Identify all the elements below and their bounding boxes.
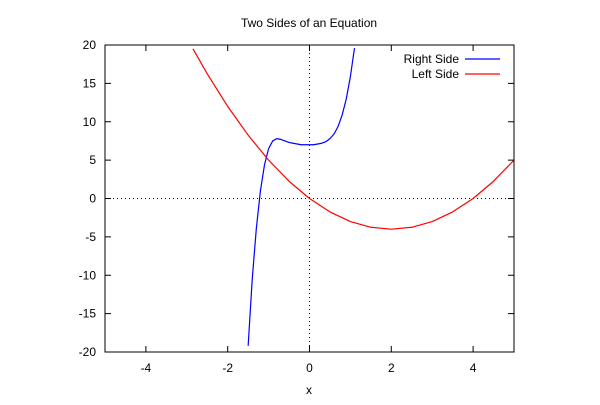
x-tick-label: 0 (306, 361, 313, 375)
y-tick-label: 10 (83, 115, 97, 129)
legend-label-left-side: Left Side (412, 67, 460, 81)
x-tick-label: 4 (470, 361, 477, 375)
chart-title: Two Sides of an Equation (241, 16, 377, 30)
y-tick-label: -10 (79, 268, 97, 282)
y-tick-label: -15 (79, 307, 97, 321)
series-line-left-side (192, 48, 514, 230)
x-tick-label: -2 (222, 361, 233, 375)
plot-frame (104, 44, 515, 353)
y-tick-label: 5 (89, 153, 96, 167)
y-tick-label: -5 (85, 230, 96, 244)
x-tick-label: -4 (141, 361, 152, 375)
y-tick-label: 15 (83, 76, 97, 90)
x-tick-label: 2 (388, 361, 395, 375)
legend-label-right-side: Right Side (404, 52, 460, 66)
series-line-right-side (247, 47, 356, 346)
y-tick-label: 0 (89, 192, 96, 206)
x-axis-label: x (306, 383, 312, 397)
series-layer (192, 47, 514, 346)
y-tick-label: -20 (79, 345, 97, 359)
y-tick-label: 20 (83, 38, 97, 52)
